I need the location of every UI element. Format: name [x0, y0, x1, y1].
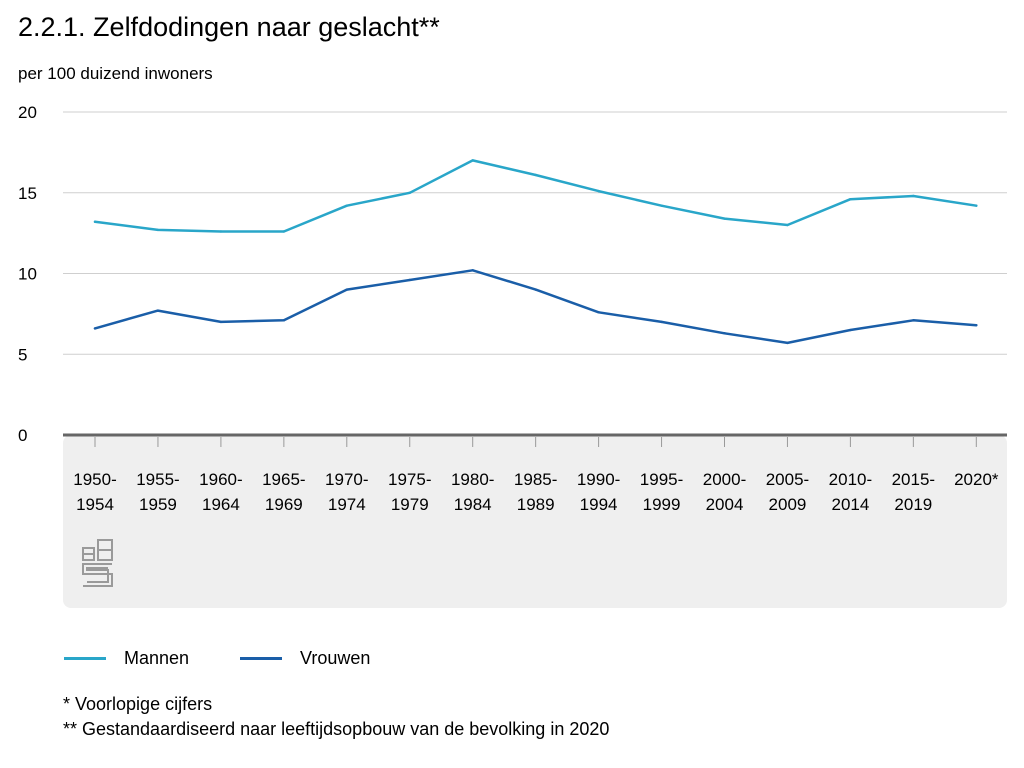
x-tick-label: 2000-2004 [703, 470, 746, 514]
x-tick-label: 1990-1994 [577, 470, 620, 514]
footnote-provisional: * Voorlopige cijfers [63, 694, 213, 714]
x-tick-label: 1955-1959 [136, 470, 179, 514]
x-tick-label: 1975-1979 [388, 470, 431, 514]
y-tick-label: 20 [18, 103, 37, 122]
x-tick-label: 2020* [954, 470, 999, 489]
x-axis-panel [63, 435, 1007, 608]
data-point-vrouwen [219, 320, 223, 324]
data-point-vrouwen [786, 341, 789, 345]
series-line-mannen [93, 159, 978, 233]
data-point-vrouwen [723, 332, 726, 335]
data-point-vrouwen [912, 319, 915, 322]
legend-item-mannen: Mannen [64, 648, 189, 669]
y-tick-label: 15 [18, 184, 37, 203]
data-point-mannen [912, 194, 915, 198]
data-point-mannen [282, 230, 286, 233]
data-point-vrouwen [975, 323, 978, 327]
data-point-mannen [156, 228, 160, 232]
data-point-vrouwen [660, 320, 663, 324]
data-point-mannen [660, 204, 663, 207]
data-point-mannen [534, 173, 537, 177]
legend-swatch-mannen [64, 657, 106, 660]
data-point-vrouwen [93, 327, 97, 330]
x-tick-label: 1970-1974 [325, 470, 368, 514]
series-line-vrouwen [93, 269, 978, 345]
legend-item-vrouwen: Vrouwen [240, 648, 370, 669]
y-tick-label: 5 [18, 345, 27, 364]
data-point-mannen [408, 191, 411, 194]
legend-swatch-vrouwen [240, 657, 282, 660]
data-point-vrouwen [534, 288, 537, 291]
data-point-vrouwen [849, 328, 852, 332]
x-tick-label: 2015-2019 [892, 470, 935, 514]
x-tick-label: 2010-2014 [829, 470, 872, 514]
y-tick-label: 10 [18, 265, 37, 284]
line-chart: 0 5 10 15 20 1950-1954 1955-1959 1960-1964 1965… [18, 103, 1007, 608]
data-point-mannen [849, 198, 852, 201]
chart-title: 2.2.1. Zelfdodingen naar geslacht** [18, 12, 440, 42]
data-point-vrouwen [345, 288, 348, 291]
data-point-mannen [345, 204, 348, 207]
legend-label-mannen: Mannen [124, 648, 190, 668]
x-tick-label: 1960-1964 [199, 470, 242, 514]
legend-label-vrouwen: Vrouwen [300, 648, 371, 668]
cbs-logo-icon [80, 538, 116, 595]
x-tick-label: 2005-2009 [766, 470, 809, 514]
x-tick-label: 1985-1989 [514, 470, 557, 514]
data-point-vrouwen [471, 269, 474, 272]
y-axis-unit-label: per 100 duizend inwoners [18, 64, 213, 83]
data-point-vrouwen [282, 319, 286, 322]
data-point-vrouwen [597, 311, 600, 314]
data-point-mannen [975, 204, 978, 207]
x-tick-label: 1950-1954 [73, 470, 116, 514]
data-point-mannen [471, 159, 474, 162]
data-point-mannen [597, 189, 600, 193]
x-tick-label: 1965-1969 [262, 470, 305, 514]
footnote-standardized: ** Gestandaardiseerd naar leeftijdsopbou… [63, 719, 610, 739]
data-point-vrouwen [156, 309, 160, 312]
data-point-mannen [219, 230, 223, 233]
data-point-mannen [786, 223, 789, 227]
x-tick-label: 1980-1984 [451, 470, 494, 514]
data-point-mannen [93, 220, 97, 224]
data-point-mannen [723, 217, 726, 220]
x-tick-label: 1995-1999 [640, 470, 683, 514]
data-point-vrouwen [408, 278, 411, 282]
y-tick-label: 0 [18, 426, 27, 445]
